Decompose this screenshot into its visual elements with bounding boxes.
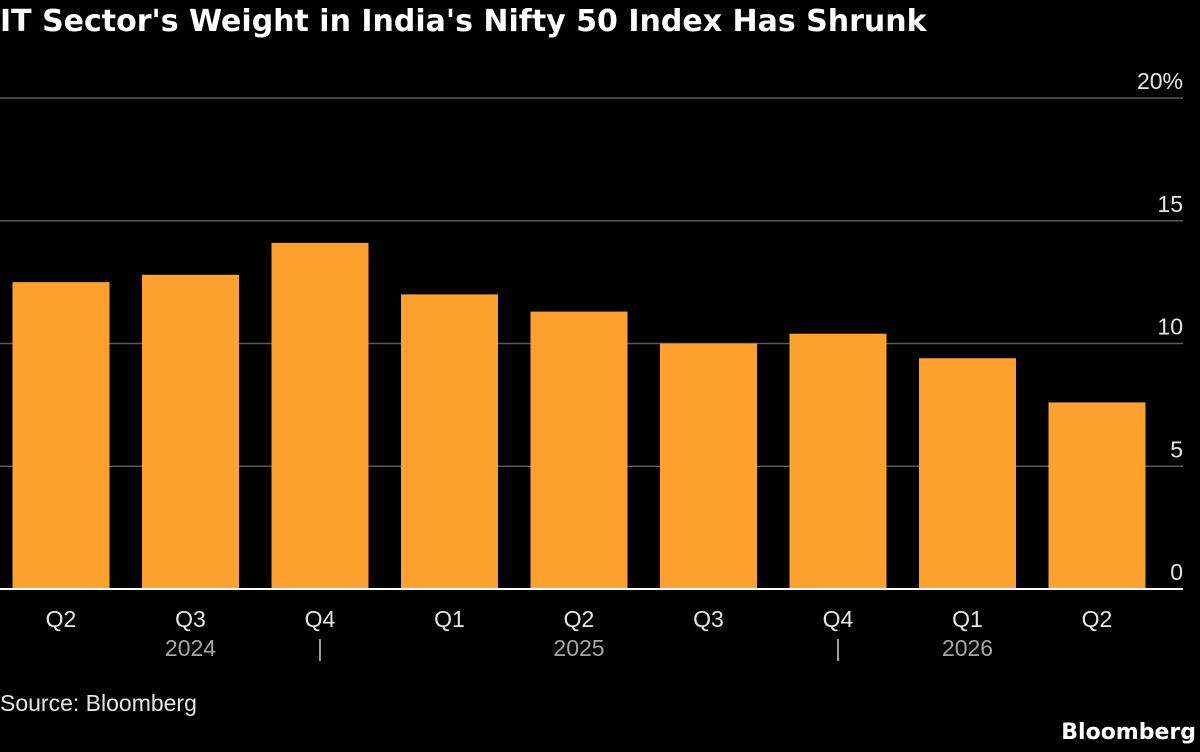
bar xyxy=(271,242,369,589)
x-tick-label: Q1 xyxy=(434,606,465,632)
year-label: 2026 xyxy=(942,635,993,661)
y-tick-label: 20% xyxy=(1137,68,1183,94)
x-tick-label: Q3 xyxy=(175,606,206,632)
bars xyxy=(12,242,1146,589)
x-tick-label: Q2 xyxy=(46,606,77,632)
y-tick-label: 0 xyxy=(1170,559,1183,585)
bloomberg-logo: Bloomberg xyxy=(1061,720,1196,745)
x-tick-label: Q3 xyxy=(693,606,724,632)
y-axis-tick-labels: 0 5 10 15 20% xyxy=(1137,68,1183,585)
bar xyxy=(1048,402,1146,589)
bar xyxy=(660,343,757,589)
source-note: Source: Bloomberg xyxy=(0,690,197,716)
bar xyxy=(530,311,628,589)
x-tick-label: Q1 xyxy=(952,606,983,632)
x-axis-tick-labels: Q2 Q3 Q4 Q1 Q2 Q3 Q4 Q1 Q2 xyxy=(46,606,1113,632)
x-tick-label: Q2 xyxy=(1082,606,1113,632)
bar xyxy=(401,294,498,589)
chart-title: IT Sector's Weight in India's Nifty 50 I… xyxy=(0,4,927,39)
bar xyxy=(142,274,239,589)
y-tick-label: 5 xyxy=(1170,436,1183,462)
year-label: 2025 xyxy=(553,635,604,661)
year-labels: 2024 2025 2026 | | xyxy=(165,635,993,661)
bar xyxy=(12,282,110,589)
year-separator: | xyxy=(317,635,323,661)
y-tick-label: 10 xyxy=(1157,314,1183,340)
year-label: 2024 xyxy=(165,635,216,661)
year-separator: | xyxy=(835,635,841,661)
bar xyxy=(919,358,1016,589)
y-tick-label: 15 xyxy=(1157,191,1183,217)
x-tick-label: Q4 xyxy=(823,606,854,632)
bar xyxy=(789,333,887,589)
x-tick-label: Q2 xyxy=(564,606,595,632)
x-tick-label: Q4 xyxy=(305,606,336,632)
